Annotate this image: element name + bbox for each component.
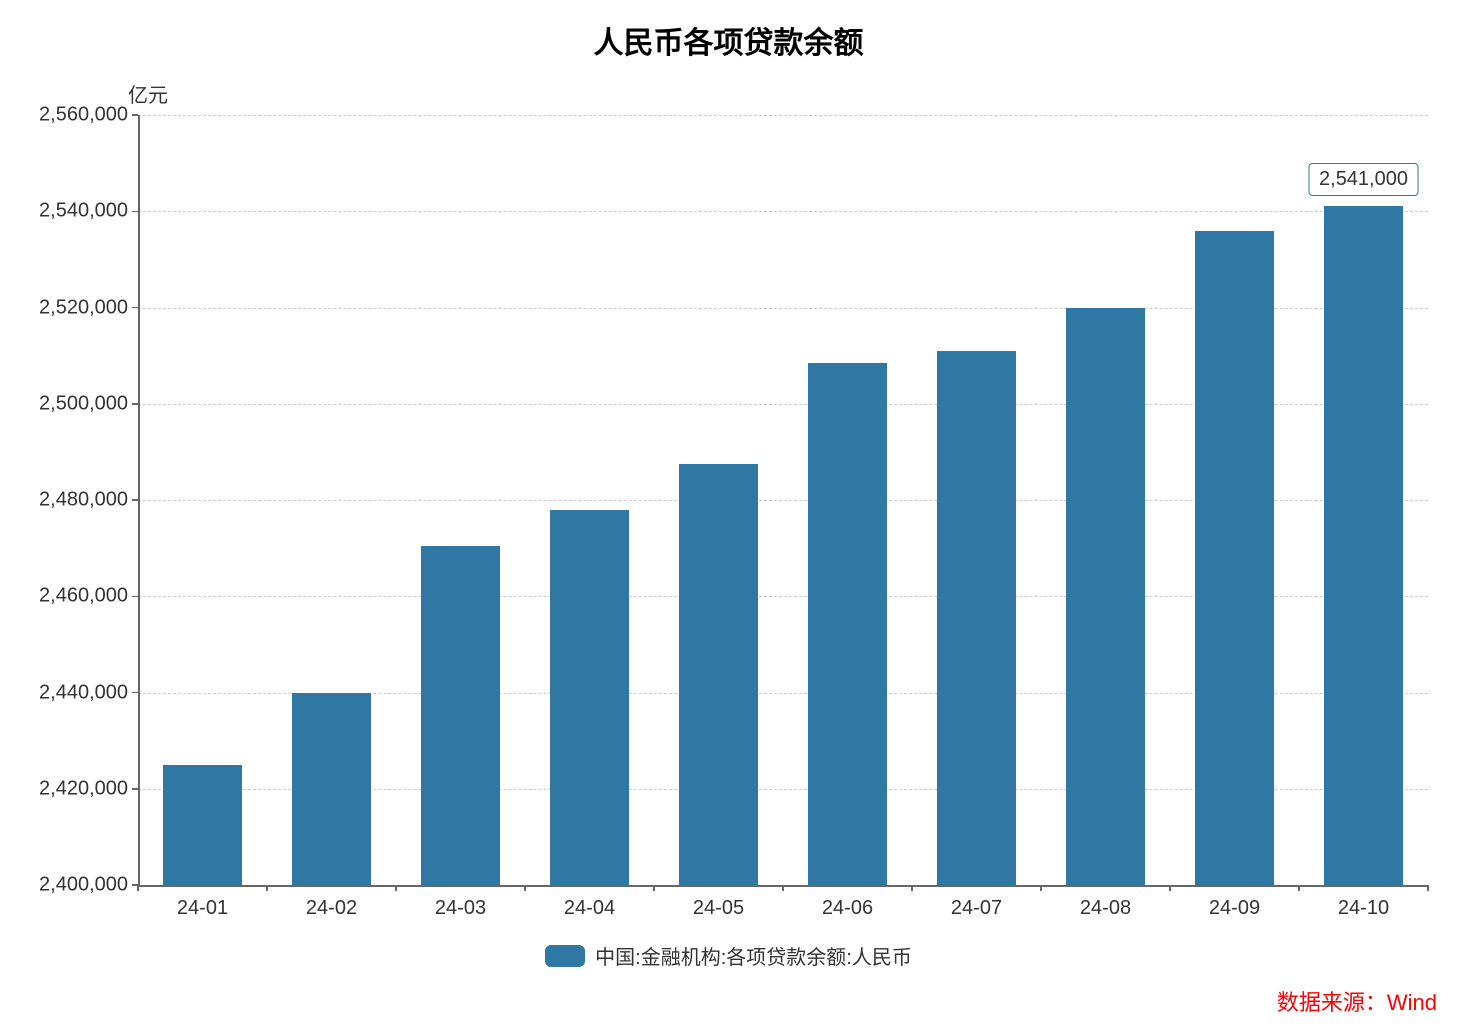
x-tick-label: 24-03: [435, 885, 486, 920]
bar: [1066, 308, 1146, 886]
y-tick-label: 2,400,000: [39, 874, 138, 897]
legend-label: 中国:金融机构:各项贷款余额:人民币: [595, 941, 912, 970]
y-tick-label: 2,500,000: [39, 392, 138, 415]
y-tick-label: 2,460,000: [39, 585, 138, 608]
data-callout: 2,541,000: [1308, 163, 1419, 196]
y-tick-label: 2,420,000: [39, 777, 138, 800]
x-tick-mark: [395, 885, 397, 891]
x-tick-label: 24-05: [693, 885, 744, 920]
bar: [1195, 231, 1275, 886]
x-tick-mark: [1169, 885, 1171, 891]
gridline: [138, 211, 1428, 212]
bar: [937, 351, 1017, 885]
chart-title: 人民币各项贷款余额: [0, 18, 1457, 62]
x-tick-mark: [782, 885, 784, 891]
x-tick-mark: [137, 885, 139, 891]
x-tick-mark: [1427, 885, 1429, 891]
legend: 中国:金融机构:各项贷款余额:人民币: [0, 941, 1457, 970]
y-tick-label: 2,520,000: [39, 296, 138, 319]
y-tick-label: 2,540,000: [39, 200, 138, 223]
bar: [163, 765, 243, 885]
plot-area: 2,400,0002,420,0002,440,0002,460,0002,48…: [138, 115, 1428, 885]
x-tick-mark: [653, 885, 655, 891]
bar: [421, 546, 501, 885]
x-tick-label: 24-02: [306, 885, 357, 920]
x-tick-label: 24-07: [951, 885, 1002, 920]
x-tick-mark: [266, 885, 268, 891]
x-tick-label: 24-04: [564, 885, 615, 920]
x-tick-mark: [524, 885, 526, 891]
x-tick-label: 24-10: [1338, 885, 1389, 920]
legend-swatch: [545, 945, 585, 967]
data-source-label: 数据来源：Wind: [1277, 985, 1437, 1017]
bar: [550, 510, 630, 885]
x-tick-label: 24-06: [822, 885, 873, 920]
x-tick-mark: [1040, 885, 1042, 891]
y-axis-line: [138, 115, 140, 885]
gridline: [138, 115, 1428, 116]
x-tick-label: 24-08: [1080, 885, 1131, 920]
chart-container: 人民币各项贷款余额 亿元 2,400,0002,420,0002,440,000…: [0, 0, 1457, 1031]
x-tick-mark: [1298, 885, 1300, 891]
x-tick-mark: [911, 885, 913, 891]
y-tick-label: 2,560,000: [39, 104, 138, 127]
bar: [292, 693, 372, 886]
y-tick-label: 2,440,000: [39, 681, 138, 704]
x-tick-label: 24-01: [177, 885, 228, 920]
x-tick-label: 24-09: [1209, 885, 1260, 920]
bar: [808, 363, 888, 885]
bar: [679, 464, 759, 885]
y-tick-label: 2,480,000: [39, 489, 138, 512]
bar: [1324, 206, 1404, 885]
